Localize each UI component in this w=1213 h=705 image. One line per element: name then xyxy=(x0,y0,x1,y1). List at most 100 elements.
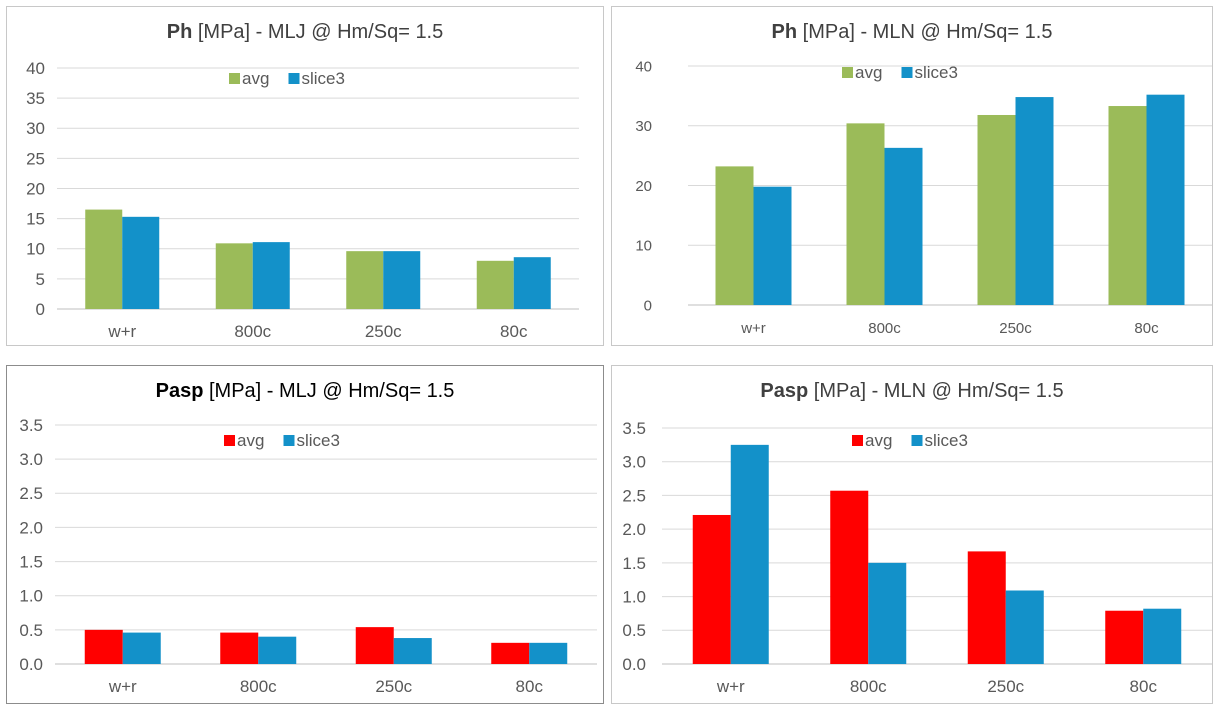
bar-slice3-800c xyxy=(252,242,290,309)
y-tick-label: 2.5 xyxy=(622,486,646,505)
bar-avg-80c xyxy=(491,642,530,664)
bar-avg-250c xyxy=(346,251,384,309)
bar-slice3-w+r xyxy=(122,632,161,664)
bar-slice3-80c xyxy=(1146,94,1185,306)
bar-slice3-80c xyxy=(513,257,551,309)
bar-slice3-250c xyxy=(1015,97,1054,305)
legend-label-slice3: slice3 xyxy=(297,431,340,450)
chart-title: Ph [MPa] - MLN @ Hm/Sq= 1.5 xyxy=(771,21,1053,43)
y-tick-label: 3.5 xyxy=(19,416,43,435)
bar-avg-800c xyxy=(215,243,253,309)
bar-avg-800c xyxy=(830,490,869,664)
bar-slice3-800c xyxy=(884,147,923,305)
x-category-label: 250c xyxy=(999,320,1032,337)
x-category-label: w+r xyxy=(108,677,137,696)
bar-slice3-w+r xyxy=(122,216,160,309)
x-category-label: w+r xyxy=(107,322,136,341)
bar-avg-250c xyxy=(355,627,394,664)
legend-swatch-slice3 xyxy=(911,435,923,446)
bar-slice3-80c xyxy=(1143,608,1182,664)
bar-avg-800c xyxy=(846,123,885,305)
y-tick-label: 10 xyxy=(26,240,45,259)
y-tick-label: 20 xyxy=(26,179,45,198)
chart-title: Ph [MPa] - MLJ @ Hm/Sq= 1.5 xyxy=(166,21,444,43)
legend-label-avg: avg xyxy=(855,63,882,82)
y-tick-label: 30 xyxy=(26,119,45,138)
y-tick-label: 5 xyxy=(36,270,45,289)
chart-panel-ph-mlj: Ph [MPa] - MLJ @ Hm/Sq= 1.5 0 5 10 15 20 25 30… xyxy=(6,6,604,346)
x-category-label: 800c xyxy=(240,677,277,696)
chart-panel-pasp-mlj: Pasp [MPa] - MLJ @ Hm/Sq= 1.5 0.0 0.5 1.0 1… xyxy=(6,365,604,704)
bar-slice3-800c xyxy=(868,562,907,664)
bar-chart-ph-mlj: 0 5 10 15 20 25 30 35 40 w+r 800c 250c 80c avg slice3 xyxy=(26,59,579,341)
bar-avg-w+r xyxy=(692,514,731,664)
x-category-label: 80c xyxy=(516,677,544,696)
y-tick-label: 35 xyxy=(26,89,45,108)
legend-swatch-avg xyxy=(852,435,863,446)
y-tick-label: 0 xyxy=(644,297,652,314)
bar-avg-800c xyxy=(220,632,259,664)
bar-chart-pasp-mlj: 0.0 0.5 1.0 1.5 2.0 2.5 3.0 3.5 w+r 800c 250c 80c av… xyxy=(19,416,597,696)
y-tick-label: 30 xyxy=(635,118,652,135)
bar-avg-w+r xyxy=(84,629,123,664)
y-tick-label: 0.5 xyxy=(19,621,43,640)
y-tick-label: 15 xyxy=(26,210,45,229)
bar-slice3-250c xyxy=(1005,590,1044,664)
y-tick-label: 1.0 xyxy=(19,587,43,606)
y-tick-label: 0.5 xyxy=(622,621,646,640)
y-tick-label: 0.0 xyxy=(622,655,646,674)
y-tick-label: 0.0 xyxy=(19,655,43,674)
bar-avg-w+r xyxy=(715,166,754,305)
bar-slice3-250c xyxy=(383,251,421,309)
legend-label-slice3: slice3 xyxy=(302,69,345,88)
y-tick-label: 1.5 xyxy=(19,553,43,572)
x-category-label: 80c xyxy=(500,322,528,341)
x-category-label: 250c xyxy=(365,322,402,341)
legend-label-avg: avg xyxy=(237,431,264,450)
bar-avg-w+r xyxy=(85,209,123,309)
y-tick-label: 3.5 xyxy=(622,419,646,438)
bar-slice3-800c xyxy=(258,636,297,664)
legend-swatch-slice3 xyxy=(901,67,913,78)
y-tick-label: 2.5 xyxy=(19,484,43,503)
legend-label-slice3: slice3 xyxy=(925,431,968,450)
y-tick-label: 10 xyxy=(635,238,652,255)
y-tick-label: 1.5 xyxy=(622,554,646,573)
legend-swatch-avg xyxy=(842,67,853,78)
legend-label-slice3: slice3 xyxy=(915,63,958,82)
legend-label-avg: avg xyxy=(865,431,892,450)
x-category-label: 800c xyxy=(850,677,887,696)
y-tick-label: 1.0 xyxy=(622,588,646,607)
chart-panel-pasp-mln: Pasp [MPa] - MLN @ Hm/Sq= 1.5 0.0 0.5 1.0 1… xyxy=(611,365,1213,704)
legend-swatch-avg xyxy=(224,435,235,446)
bar-slice3-w+r xyxy=(730,444,769,664)
x-category-label: 250c xyxy=(987,677,1024,696)
bar-avg-250c xyxy=(977,114,1016,306)
legend-swatch-slice3 xyxy=(283,435,295,446)
bar-slice3-80c xyxy=(529,642,568,664)
x-category-label: 800c xyxy=(868,320,901,337)
bar-avg-80c xyxy=(1108,106,1147,305)
bar-slice3-w+r xyxy=(753,186,792,305)
x-category-label: 800c xyxy=(234,322,271,341)
y-tick-label: 40 xyxy=(26,59,45,78)
chart-title: Pasp [MPa] - MLN @ Hm/Sq= 1.5 xyxy=(760,380,1064,402)
legend-label-avg: avg xyxy=(242,69,269,88)
y-tick-label: 0 xyxy=(36,300,45,319)
y-tick-label: 20 xyxy=(635,178,652,195)
x-category-label: 250c xyxy=(375,677,412,696)
bar-avg-250c xyxy=(967,551,1006,664)
bar-avg-80c xyxy=(476,260,514,309)
x-category-label: 80c xyxy=(1134,320,1159,337)
legend-swatch-slice3 xyxy=(288,73,300,84)
x-category-label: 80c xyxy=(1130,677,1158,696)
chart-panel-ph-mln: Ph [MPa] - MLN @ Hm/Sq= 1.5 0 10 20 30 40 w+r… xyxy=(611,6,1213,346)
y-tick-label: 3.0 xyxy=(622,453,646,472)
chart-title: Pasp [MPa] - MLJ @ Hm/Sq= 1.5 xyxy=(155,380,455,402)
y-tick-label: 2.0 xyxy=(19,518,43,537)
y-tick-label: 3.0 xyxy=(19,450,43,469)
y-tick-label: 2.0 xyxy=(622,520,646,539)
legend-swatch-avg xyxy=(229,73,240,84)
bar-avg-80c xyxy=(1105,610,1144,664)
bar-chart-pasp-mln: 0.0 0.5 1.0 1.5 2.0 2.5 3.0 3.5 w+r 800c 250c 80c av… xyxy=(622,419,1212,696)
